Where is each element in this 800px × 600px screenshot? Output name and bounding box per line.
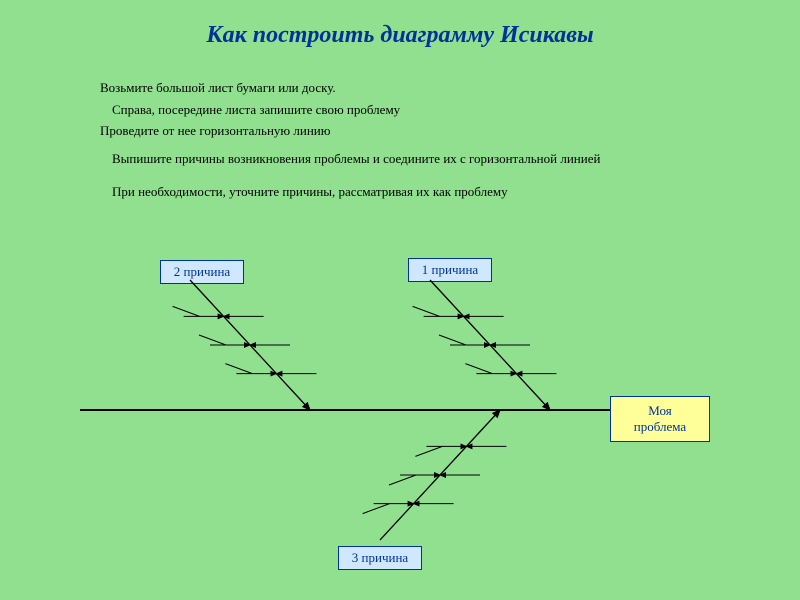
page-title: Как построить диаграмму Исикавы bbox=[0, 0, 800, 49]
instruction-line: Возьмите большой лист бумаги или доску. bbox=[100, 78, 700, 98]
instruction-line: Проведите от нее горизонтальную линию bbox=[100, 121, 700, 141]
instruction-line: При необходимости, уточните причины, рас… bbox=[100, 182, 700, 202]
instruction-line: Выпишите причины возникновения проблемы … bbox=[100, 149, 700, 169]
fishbone-diagram bbox=[80, 250, 720, 570]
instructions-block: Возьмите большой лист бумаги или доску. … bbox=[100, 78, 700, 204]
instruction-line: Справа, посередине листа запишите свою п… bbox=[100, 100, 700, 120]
